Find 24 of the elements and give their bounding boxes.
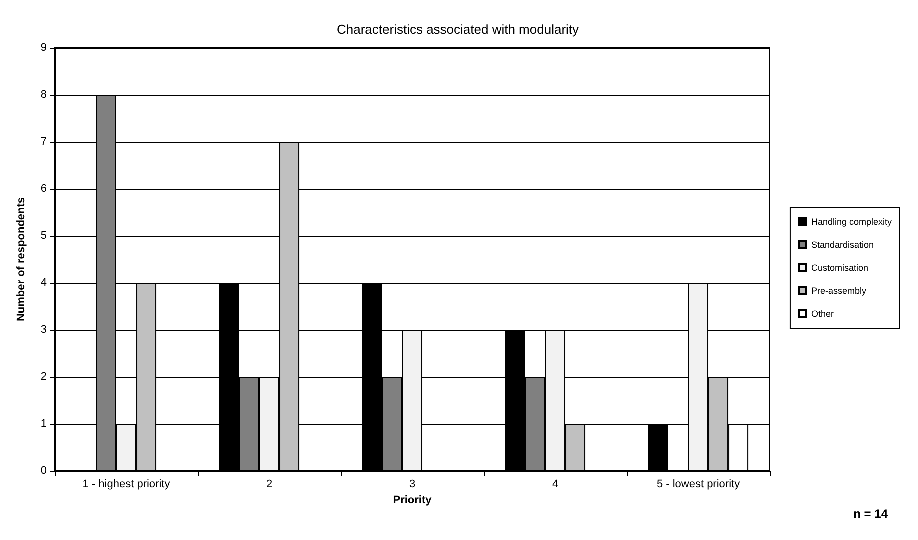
x-tick-label: 5 - lowest priority <box>656 478 741 490</box>
y-tick-label: 3 <box>40 324 47 336</box>
x-tick-label: 1 - highest priority <box>82 478 171 490</box>
legend-label: Other <box>811 309 834 319</box>
x-tick-label: 2 <box>266 478 273 490</box>
legend-label: Customisation <box>811 263 868 273</box>
y-tick-label: 1 <box>40 418 47 430</box>
y-tick-label: 5 <box>40 230 47 242</box>
legend-label: Standardisation <box>811 240 874 250</box>
y-tick-label: 6 <box>40 183 47 195</box>
x-axis-title: Priority <box>393 494 433 506</box>
y-tick-label: 0 <box>40 465 47 477</box>
y-tick-label: 4 <box>40 277 47 289</box>
x-tick-label: 4 <box>552 478 559 490</box>
y-axis-title: Number of respondents <box>16 197 28 322</box>
legend-label: Handling complexity <box>811 217 892 227</box>
legend-label: Pre-assembly <box>811 286 867 296</box>
y-tick-label: 2 <box>40 371 47 383</box>
text: n = 14 <box>854 507 888 521</box>
x-tick-label: 3 <box>409 478 416 490</box>
y-tick-label: 8 <box>40 89 47 101</box>
y-tick-label: 7 <box>40 136 47 148</box>
y-tick-label: 9 <box>40 42 47 54</box>
chart-title: Characteristics associated with modularity <box>336 22 580 37</box>
